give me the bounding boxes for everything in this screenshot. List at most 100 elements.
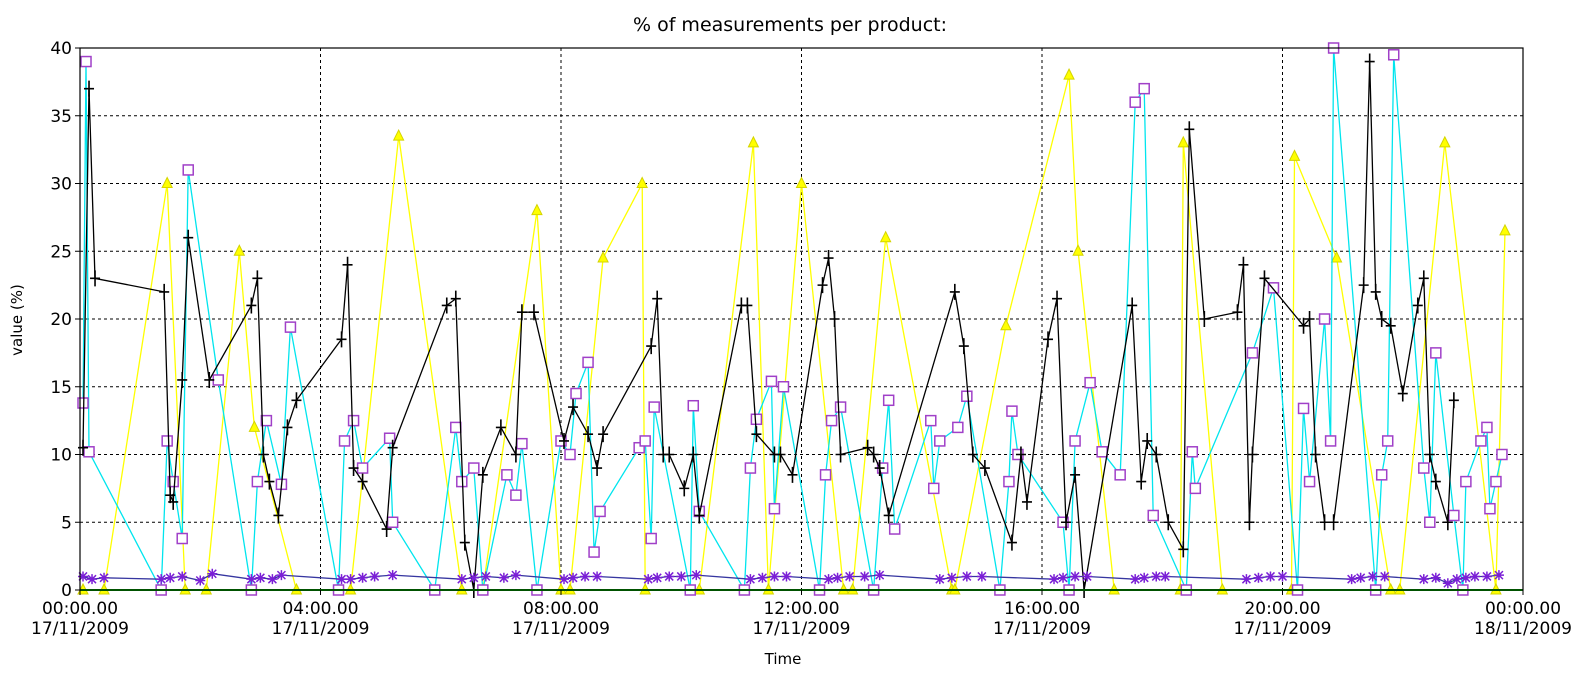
data-point — [1430, 473, 1441, 490]
data-point — [1364, 53, 1375, 70]
data-point — [646, 338, 657, 355]
data-point — [1267, 282, 1280, 294]
data-point — [570, 387, 582, 400]
data-point — [77, 397, 89, 409]
data-point — [1484, 502, 1496, 515]
data-point — [1253, 572, 1264, 583]
data-point — [336, 331, 347, 348]
data-point — [652, 290, 663, 307]
data-point — [336, 574, 347, 585]
x-tick-date: 17/11/2009 — [993, 619, 1091, 639]
data-point — [87, 574, 98, 585]
x-tick-date: 17/11/2009 — [31, 619, 129, 639]
data-point — [652, 572, 663, 583]
data-point — [688, 446, 699, 463]
data-point — [1043, 331, 1054, 348]
data-point — [1072, 244, 1084, 256]
data-point — [1442, 514, 1453, 531]
data-point — [477, 466, 488, 483]
data-point — [338, 435, 351, 447]
data-point — [1499, 223, 1511, 236]
data-point — [775, 446, 786, 463]
data-point — [1288, 149, 1301, 161]
data-point — [177, 571, 188, 582]
data-point — [282, 419, 293, 436]
data-point — [168, 493, 179, 510]
data-point — [1481, 571, 1492, 582]
data-point — [1370, 283, 1381, 300]
data-point — [928, 482, 940, 495]
data-point — [84, 80, 95, 97]
data-point — [1147, 509, 1159, 522]
y-tick-label: 30 — [50, 175, 72, 195]
data-point — [1298, 317, 1309, 334]
data-point — [80, 55, 92, 68]
data-point — [248, 420, 261, 432]
data-point — [1355, 572, 1366, 583]
data-point — [456, 574, 467, 585]
series-line — [82, 47, 1503, 593]
data-point — [694, 507, 705, 524]
data-point — [859, 571, 870, 582]
data-point — [501, 469, 513, 481]
data-point — [1324, 435, 1337, 447]
data-point — [639, 435, 651, 447]
data-point — [1006, 534, 1017, 551]
data-point — [1151, 571, 1162, 582]
data-point — [1000, 318, 1012, 331]
data-point — [252, 270, 263, 287]
data-point — [1379, 571, 1390, 582]
data-point — [1460, 572, 1471, 583]
data-point — [643, 574, 654, 585]
data-point — [1475, 435, 1487, 447]
data-point — [495, 419, 506, 436]
data-point — [233, 244, 246, 256]
data-point — [510, 489, 522, 501]
data-point — [78, 571, 89, 582]
data-point — [459, 534, 470, 551]
data-point — [207, 568, 218, 579]
data-point — [868, 446, 879, 463]
data-point — [195, 575, 206, 586]
x-tick-time: 16:00.00 — [1004, 599, 1080, 619]
data-point — [888, 523, 901, 535]
data-point — [568, 572, 579, 583]
data-point — [559, 574, 570, 585]
data-point — [1430, 347, 1442, 359]
y-tick-label: 5 — [61, 513, 72, 533]
data-point — [267, 574, 278, 585]
data-point — [1069, 435, 1081, 447]
data-point — [1493, 570, 1504, 581]
data-point — [90, 270, 101, 287]
data-point — [1246, 347, 1259, 359]
data-point — [874, 460, 885, 477]
data-point — [874, 570, 885, 581]
data-point — [1439, 135, 1451, 148]
data-point — [636, 176, 648, 188]
data-point — [1481, 421, 1493, 434]
data-point — [979, 460, 990, 477]
data-point — [1358, 277, 1369, 294]
x-tick-time: 08:00.00 — [523, 599, 599, 619]
data-point — [1127, 297, 1138, 314]
data-point — [386, 516, 399, 528]
data-point — [1189, 482, 1202, 495]
data-point — [260, 414, 273, 427]
data-point — [1346, 574, 1357, 585]
data-point — [750, 413, 763, 426]
data-point — [357, 572, 368, 583]
data-point — [967, 446, 978, 463]
data-point — [823, 250, 834, 267]
data-point — [450, 421, 462, 434]
data-point — [1385, 317, 1396, 334]
data-point — [345, 574, 356, 585]
data-point — [592, 571, 603, 582]
data-point — [516, 437, 528, 450]
data-point — [1259, 270, 1270, 287]
data-point — [882, 394, 895, 407]
x-axis-title: Time — [764, 650, 802, 668]
series-layer — [77, 42, 1523, 598]
data-point — [1376, 311, 1387, 327]
data-point — [1160, 571, 1171, 582]
data-point — [832, 572, 843, 583]
